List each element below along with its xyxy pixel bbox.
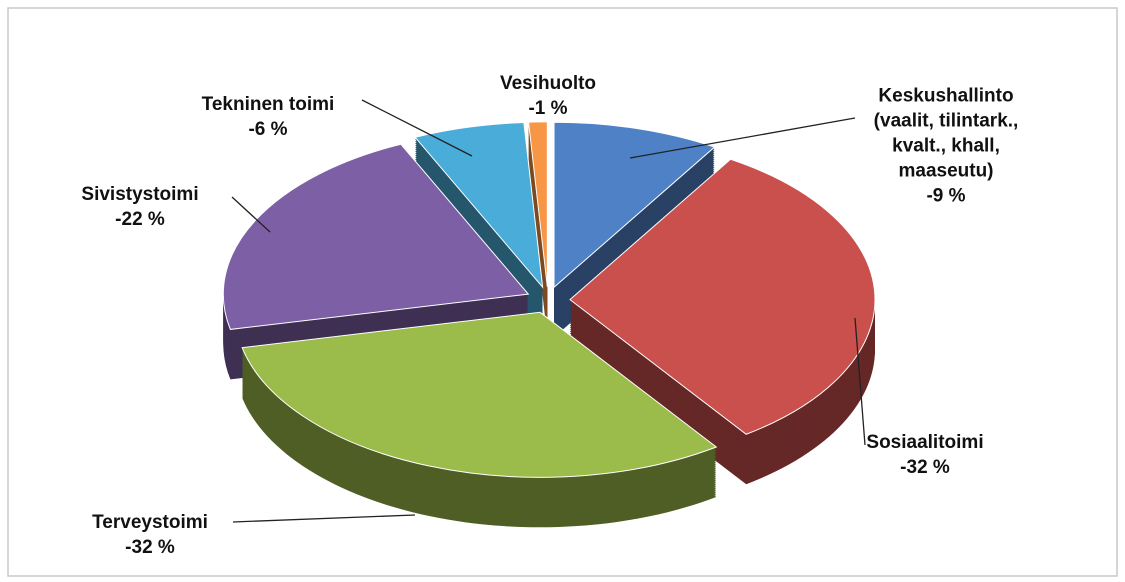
leader-line [361, 99, 473, 157]
slice-label: Sosiaalitoimi -32 % [866, 430, 983, 480]
leader-line [854, 317, 866, 446]
value-label: -6 % [248, 119, 288, 140]
slice-label: Keskushallinto (vaalit, tilintark., kval… [874, 84, 1019, 209]
slice-label: Tekninen toimi -6 % [202, 92, 335, 142]
slice-top [527, 121, 548, 287]
slice-top [241, 311, 718, 478]
slice-top [569, 158, 876, 435]
slice-top [222, 143, 530, 330]
category-label: Sosiaalitoimi [866, 432, 984, 453]
pie-slice [241, 311, 718, 528]
category-label: Vesihuolto [499, 73, 597, 94]
leader-line [629, 117, 856, 159]
category-label: Sivistystoimi [81, 184, 199, 205]
value-label: -32 % [125, 537, 175, 558]
leader-line [232, 514, 416, 523]
leader-line [231, 196, 271, 233]
category-label: Keskushallinto (vaalit, tilintark., kval… [873, 85, 1019, 182]
pie-slice [569, 158, 876, 485]
category-label: Terveystoimi [92, 512, 208, 533]
slice-top [414, 121, 544, 289]
slice-label: Sivistystoimi -22 % [81, 182, 198, 232]
value-label: -1 % [528, 98, 568, 119]
value-label: -22 % [115, 209, 165, 230]
value-label: -32 % [900, 457, 950, 478]
slice-label: Terveystoimi -32 % [92, 510, 208, 560]
category-label: Tekninen toimi [201, 94, 335, 115]
slice-label: Vesihuolto -1 % [500, 71, 596, 121]
value-label: -9 % [926, 185, 966, 207]
